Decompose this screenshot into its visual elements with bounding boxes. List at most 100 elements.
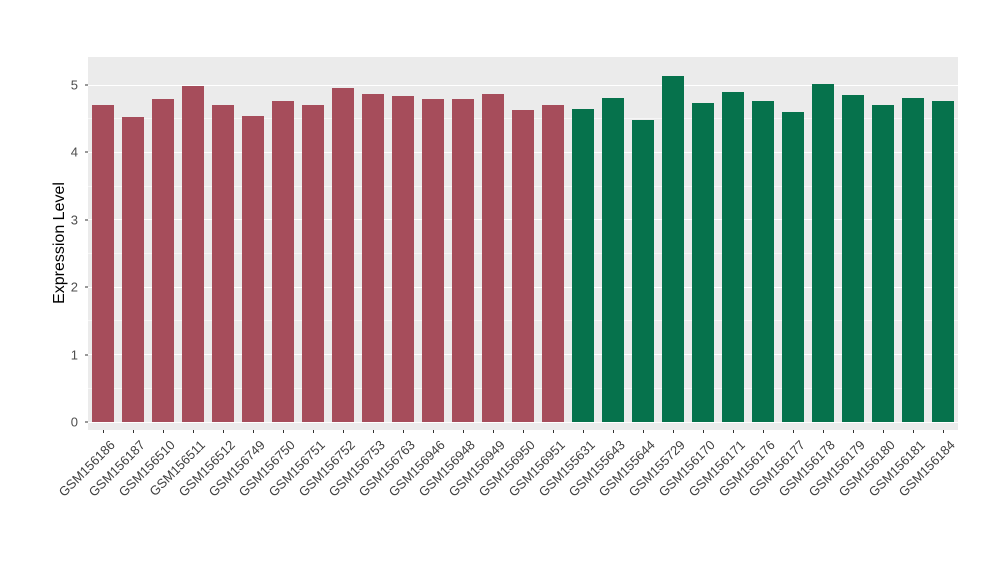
- bar: [121, 116, 145, 422]
- x-tick-mark: [133, 430, 134, 433]
- x-tick-mark: [223, 430, 224, 433]
- y-tick-mark: [85, 219, 88, 221]
- bar: [871, 104, 895, 422]
- bar-slot: [298, 57, 328, 422]
- x-tick-mark: [553, 430, 554, 433]
- bar: [751, 101, 775, 422]
- bar-slot: [868, 57, 898, 422]
- x-tick-mark: [643, 430, 644, 433]
- bar-slot: [148, 57, 178, 422]
- bar-slot: [358, 57, 388, 422]
- y-tick-mark: [85, 151, 88, 153]
- bar-slot: [508, 57, 538, 422]
- x-axis-cell: GSM156177: [746, 430, 808, 580]
- x-tick-mark: [583, 430, 584, 433]
- bar: [811, 84, 835, 422]
- bar: [91, 105, 115, 422]
- y-tick-label: 3: [70, 212, 78, 228]
- bar-slot: [478, 57, 508, 422]
- y-tick-label: 2: [70, 279, 78, 295]
- bar: [391, 96, 415, 422]
- x-tick-mark: [943, 430, 944, 433]
- x-axis-cell: GSM156176: [716, 430, 778, 580]
- bar: [721, 92, 745, 422]
- x-axis-cell: GSM156187: [86, 430, 148, 580]
- bar-slot: [838, 57, 868, 422]
- x-axis: GSM156186 GSM156187 GSM156510 GSM156511 GSM1…: [56, 430, 958, 580]
- bar: [631, 120, 655, 422]
- y-tick-label: 4: [70, 144, 78, 160]
- bar: [211, 104, 235, 422]
- major-gridline: [88, 84, 958, 86]
- bar-slot: [88, 57, 118, 422]
- bar: [901, 97, 925, 422]
- x-axis-cell: GSM156946: [386, 430, 448, 580]
- x-axis-cell: GSM156752: [296, 430, 358, 580]
- y-axis: 0 1 2 3 4 5: [0, 57, 88, 430]
- bar: [511, 109, 535, 422]
- y-tick-label: 5: [70, 77, 78, 93]
- x-tick-mark: [433, 430, 434, 433]
- bar: [571, 109, 595, 422]
- bar-slot: [208, 57, 238, 422]
- bar: [241, 116, 265, 422]
- bar-slot: [418, 57, 448, 422]
- x-tick-mark: [763, 430, 764, 433]
- x-tick-mark: [703, 430, 704, 433]
- x-axis-cell: GSM156179: [806, 430, 868, 580]
- x-tick-mark: [673, 430, 674, 433]
- x-tick-mark: [913, 430, 914, 433]
- bar-slot: [778, 57, 808, 422]
- bar-slot: [388, 57, 418, 422]
- y-tick-mark: [85, 84, 88, 86]
- x-tick-mark: [613, 430, 614, 433]
- bar-slot: [268, 57, 298, 422]
- x-axis-cell: GSM156949: [446, 430, 508, 580]
- x-tick-mark: [793, 430, 794, 433]
- bar-slot: [688, 57, 718, 422]
- bar: [331, 87, 355, 422]
- bar-slot: [538, 57, 568, 422]
- x-tick-mark: [853, 430, 854, 433]
- x-tick-mark: [193, 430, 194, 433]
- x-axis-cell: GSM156750: [236, 430, 298, 580]
- y-tick-mark: [85, 286, 88, 288]
- x-axis-cell: GSM155631: [536, 430, 598, 580]
- bar-slot: [658, 57, 688, 422]
- x-axis-cell: GSM156170: [656, 430, 718, 580]
- x-axis-cell: GSM156178: [776, 430, 838, 580]
- bar: [601, 98, 625, 422]
- y-tick-mark: [85, 421, 88, 423]
- bar-slot: [448, 57, 478, 422]
- x-axis-cell: GSM155643: [566, 430, 628, 580]
- bar: [931, 100, 955, 422]
- y-tick-label: 1: [70, 347, 78, 363]
- x-axis-cell: GSM156171: [686, 430, 748, 580]
- x-axis-cell: GSM156763: [356, 430, 418, 580]
- bar: [421, 99, 445, 422]
- plot-panel: [88, 57, 958, 430]
- bar-slot: [118, 57, 148, 422]
- bar-slot: [928, 57, 958, 422]
- x-axis-cell: GSM156180: [836, 430, 898, 580]
- x-tick-mark: [463, 430, 464, 433]
- bar-slot: [718, 57, 748, 422]
- bar: [841, 95, 865, 422]
- x-tick-mark: [493, 430, 494, 433]
- x-tick-mark: [823, 430, 824, 433]
- x-tick-mark: [163, 430, 164, 433]
- bar: [301, 104, 325, 422]
- major-gridline: [88, 421, 958, 423]
- bar-slot: [328, 57, 358, 422]
- x-tick-mark: [733, 430, 734, 433]
- x-axis-cell: GSM155729: [626, 430, 688, 580]
- bar: [691, 102, 715, 422]
- x-tick-mark: [343, 430, 344, 433]
- bar-slot: [568, 57, 598, 422]
- bar: [451, 99, 475, 422]
- bar-slot: [808, 57, 838, 422]
- bar-slot: [178, 57, 208, 422]
- bar-slot: [238, 57, 268, 422]
- x-axis-cell: GSM155644: [596, 430, 658, 580]
